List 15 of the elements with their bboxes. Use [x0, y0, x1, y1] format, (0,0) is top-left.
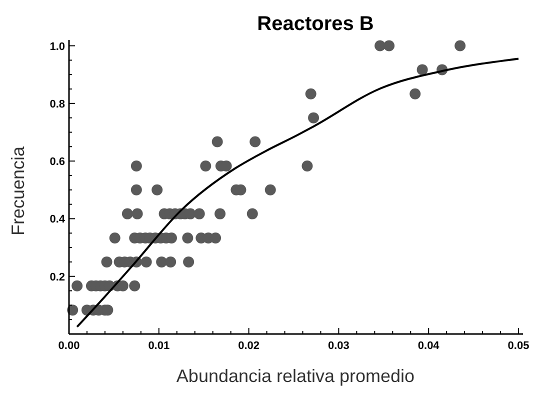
x-tick-label: 0.02	[238, 340, 260, 352]
x-axis-title: Abundancia relativa promedio	[176, 366, 415, 386]
y-axis-title: Frecuencia	[8, 145, 28, 236]
x-tick-label: 0.04	[418, 340, 440, 352]
y-tick-label: 0.2	[50, 271, 65, 284]
chart-title: Reactores B	[257, 13, 374, 35]
y-tick-label: 0.8	[50, 98, 65, 110]
y-tick-label: 1.0	[50, 40, 65, 53]
line-series	[76, 58, 520, 328]
x-tick-label: 0.05	[508, 340, 530, 352]
x-tick-label: 0.00	[58, 340, 80, 352]
y-tick-label: 0.4	[50, 214, 66, 226]
y-tick-label: 0.6	[50, 156, 65, 168]
x-tick-label: 0.03	[328, 340, 350, 352]
x-tick-label: 0.01	[148, 340, 170, 352]
